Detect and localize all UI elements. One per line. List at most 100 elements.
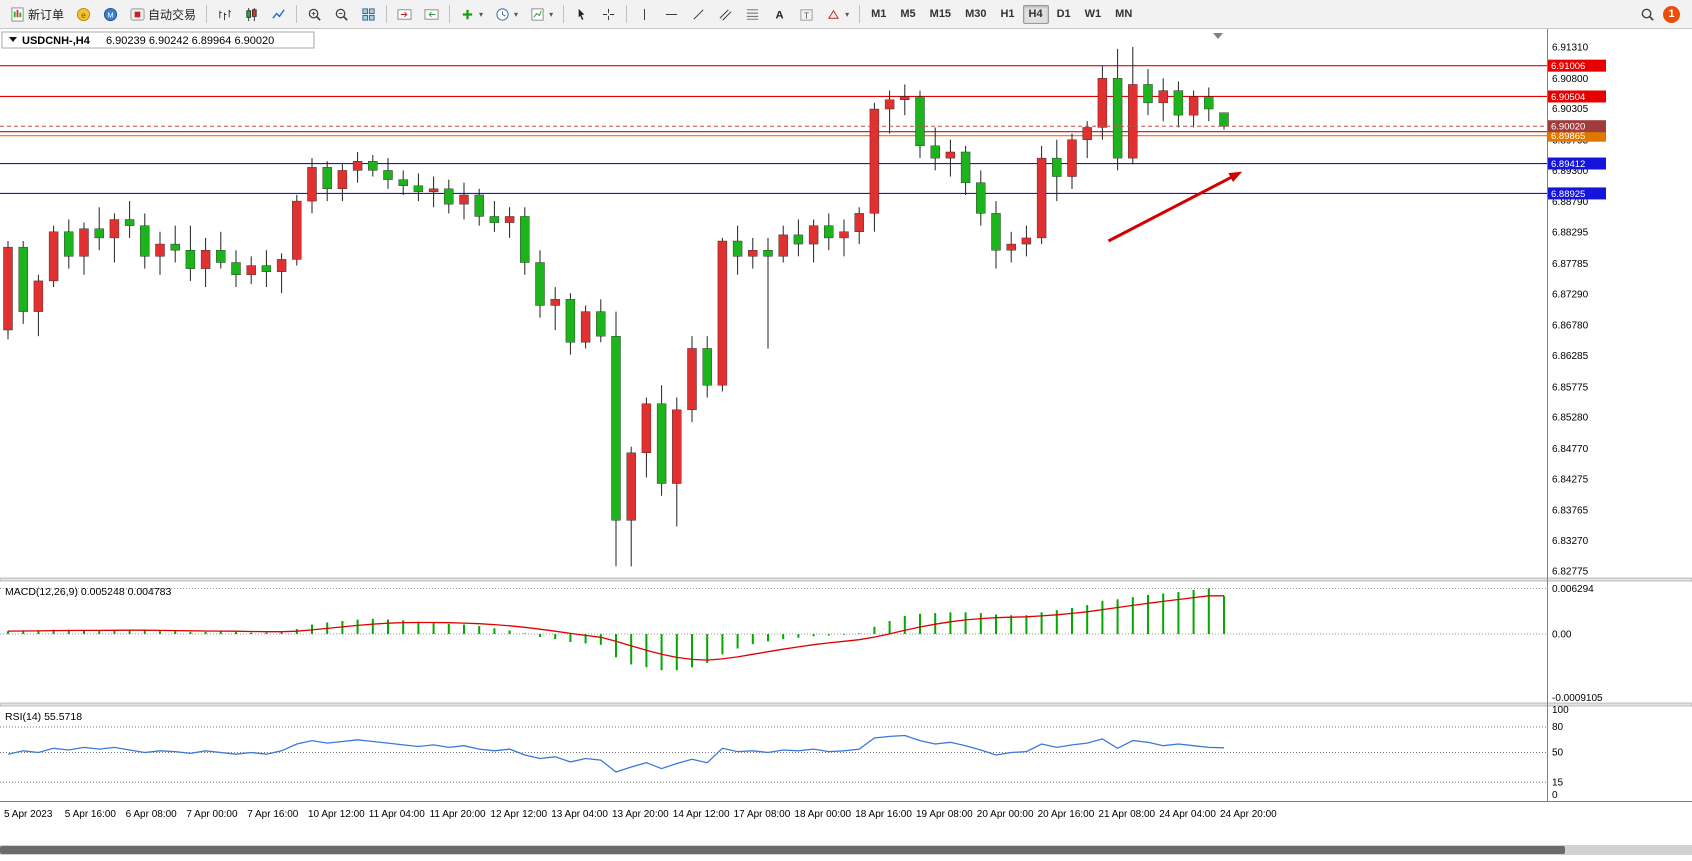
panel-separator[interactable] [0,702,1692,707]
time-axis[interactable] [0,802,1692,826]
candle-body [489,216,500,223]
trendline-tool-button[interactable] [686,4,711,24]
zoom-in-button[interactable] [302,4,327,24]
line-chart-button[interactable] [266,4,291,24]
shift-chart-end-button[interactable] [392,4,417,24]
templates-button[interactable]: ▾ [525,4,558,24]
fibonacci-tool-button[interactable] [740,4,765,24]
time-axis-label: 12 Apr 12:00 [490,809,547,820]
auto-scroll-button[interactable] [419,4,444,24]
time-axis-label: 13 Apr 04:00 [551,809,608,820]
cursor-icon [574,7,589,22]
time-axis-label: 18 Apr 16:00 [855,809,912,820]
tile-windows-button[interactable] [356,4,381,24]
timeframe-H4-button[interactable]: H4 [1022,4,1049,24]
candle-body [3,246,13,331]
community-button[interactable]: M [98,4,123,24]
label-tool-button[interactable]: T [794,4,819,24]
timeframe-D1-button[interactable]: D1 [1056,7,1071,20]
crosshair-button[interactable] [596,4,621,24]
autotrading-button[interactable]: 自动交易 [125,4,201,24]
time-axis-label: 17 Apr 08:00 [734,809,791,820]
candle-body [1082,127,1092,140]
shapes-icon [826,7,841,22]
candle-body [1188,96,1199,116]
arrow-annotation[interactable] [1107,173,1236,243]
candle-body [231,262,241,275]
time-axis-label: 20 Apr 00:00 [977,809,1034,820]
timeframe-M15-button[interactable]: M15 [929,7,952,20]
candle-body [945,151,956,159]
new-order-button[interactable]: 新订单 [5,4,69,24]
toolbar-right: 1 [1640,5,1688,23]
price-badge-label: 6.90504 [1551,92,1585,103]
arrow-annotation-head[interactable] [1228,171,1243,183]
price-tick-label: 6.85280 [1552,413,1589,424]
rsi-axis-label: 15 [1552,777,1564,788]
price-badge-label: 6.91006 [1551,61,1585,72]
bar-chart-button[interactable] [212,4,237,24]
timeframe-M30-button[interactable]: M30 [965,7,987,20]
candle-body [656,403,667,484]
time-axis-label: 14 Apr 12:00 [673,809,730,820]
h-scrollbar-thumb[interactable] [0,846,1565,854]
zoom-out-icon [334,7,349,22]
template-icon [530,7,545,22]
candle-body [687,348,697,411]
time-axis-label: 24 Apr 20:00 [1220,809,1277,820]
chevron-down-icon[interactable] [9,37,17,42]
candle-body [79,228,89,257]
toolbar-button-label: 自动交易 [148,7,197,22]
candle-body [884,99,895,110]
price-tick-label: 6.90800 [1552,74,1589,85]
chart-canvas: 6.913106.908006.903056.897956.893006.887… [0,29,1692,855]
price-tick-label: 6.86285 [1552,351,1589,362]
search-icon[interactable] [1640,7,1655,22]
panel-separator[interactable] [0,577,1692,582]
vertical-line-tool-button[interactable] [632,4,657,24]
candle-body [140,225,150,257]
timeframe-H1-button[interactable]: H1 [1000,7,1015,20]
shapes-tool-button[interactable]: ▾ [821,4,854,24]
horizontal-line-tool-button[interactable] [659,4,684,24]
rsi-line [7,734,1225,773]
price-badge [1548,59,1606,72]
text-tool-button[interactable]: A [767,4,792,24]
candle-body [1006,243,1016,251]
candlestick-chart-button[interactable] [239,4,264,24]
timeframe-M5-button[interactable]: M5 [900,7,916,20]
channel-icon [718,7,733,22]
toolbar-separator [449,5,451,23]
rsi-label: RSI(14) 55.5718 [5,711,82,723]
rsi-axis-label: 80 [1552,722,1564,733]
candle-body [48,231,59,282]
cursor-button[interactable] [569,4,594,24]
new-order-icon [10,6,25,22]
notification-badge[interactable]: 1 [1663,5,1680,23]
timeframe-M1-button[interactable]: M1 [871,7,887,20]
price-tick-label: 6.88790 [1552,197,1589,208]
candle-body [185,250,196,269]
candle-body [976,182,986,214]
auto-scroll-icon [424,7,439,22]
candle-body [1112,78,1123,159]
price-tick-label: 6.86780 [1552,321,1589,332]
zoom-out-button[interactable] [329,4,354,24]
toolbar-separator [563,5,565,23]
candle-body [413,185,424,193]
price-badge [1548,129,1606,142]
bar-chart-icon [217,7,232,22]
periods-button[interactable]: ▾ [490,4,523,24]
candle-body [352,160,363,171]
add-indicator-button[interactable]: ▾ [455,4,488,24]
timeframe-MN-button[interactable]: MN [1115,7,1133,20]
time-axis-label: 19 Apr 08:00 [916,809,973,820]
metaeditor-button[interactable]: e [71,4,96,24]
candle-body [504,216,515,223]
price-tick-label: 6.84770 [1552,444,1589,455]
channel-tool-button[interactable] [713,4,738,24]
chart-shift-marker[interactable] [1213,33,1223,39]
timeframe-W1-button[interactable]: W1 [1084,7,1102,20]
notification-count: 1 [1668,8,1675,20]
toolbar-separator [296,5,298,23]
